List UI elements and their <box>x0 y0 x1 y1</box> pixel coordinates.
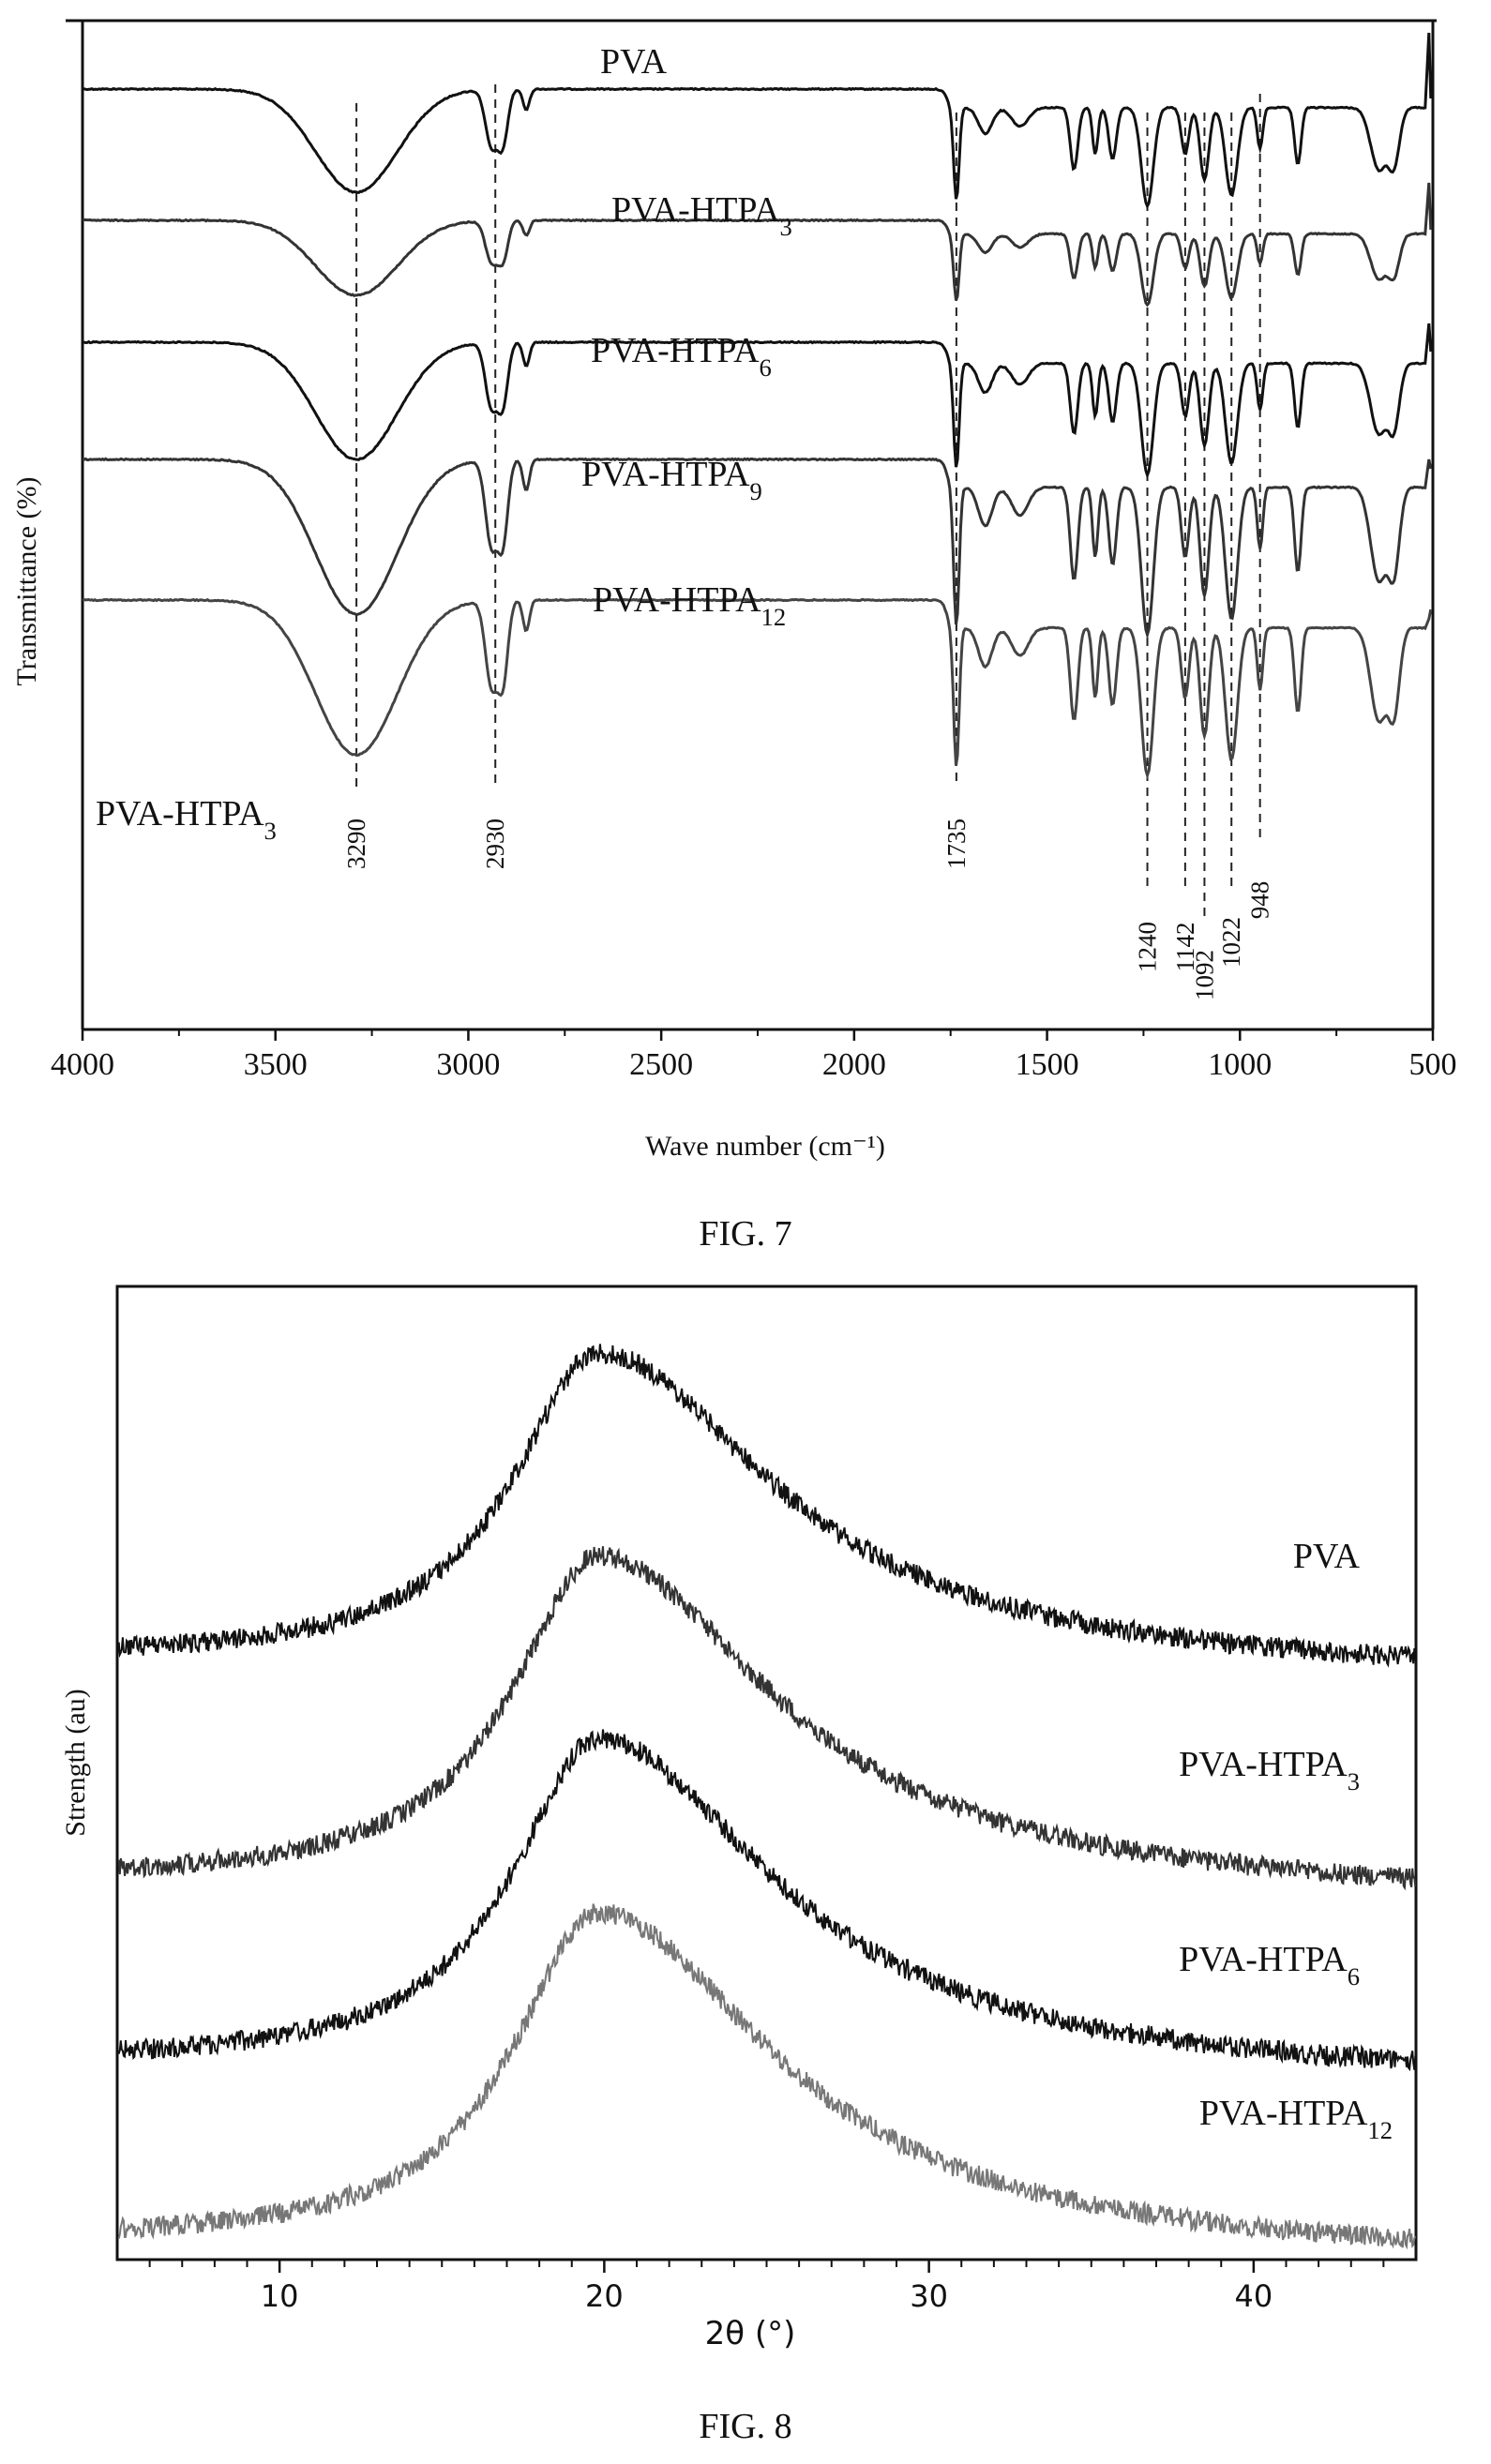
ftir-series-line <box>82 32 1433 210</box>
xrd-series-line <box>117 1729 1417 2072</box>
ftir-reference-label: 948 <box>1246 881 1274 920</box>
ftir-reference-label: 1240 <box>1134 922 1162 972</box>
ftir-x-tick-label: 2500 <box>629 1047 693 1082</box>
xrd-x-tick-label: 20 <box>585 2278 624 2314</box>
xrd-x-tick-label: 40 <box>1235 2278 1273 2314</box>
xrd-x-tick-label: 30 <box>910 2278 948 2314</box>
ftir-x-tick-label: 500 <box>1409 1047 1457 1082</box>
ftir-reference-label: 1142 <box>1171 923 1199 972</box>
xrd-x-axis-title: 2θ (°) <box>705 2315 796 2352</box>
ftir-reference-label: 1022 <box>1217 917 1245 968</box>
ftir-series-label: PVA-HTPA6 <box>591 331 772 382</box>
xrd-series-line <box>117 1903 1417 2250</box>
xrd-series-label: PVA-HTPA6 <box>1179 1940 1360 1991</box>
xrd-x-tick-label: 10 <box>261 2278 299 2314</box>
xrd-series-labels: PVA PVA-HTPA3 PVA-HTPA6 PVA-HTPA12 <box>1179 1537 1393 2144</box>
xrd-curves <box>117 1344 1417 2250</box>
xrd-axes: 10 20 30 40 <box>115 1285 1418 2314</box>
ftir-series-label: PVA-HTPA12 <box>593 580 786 631</box>
ftir-x-tick-label: 3000 <box>436 1047 500 1082</box>
xrd-y-axis-title: Strength (au) <box>60 1689 91 1836</box>
ftir-series-line <box>82 597 1433 780</box>
ftir-reference-label: 2930 <box>481 819 509 869</box>
ftir-series-line <box>82 182 1433 308</box>
ftir-series-label: PVA-HTPA9 <box>581 455 762 505</box>
ftir-x-axis-title: Wave number (cm⁻¹) <box>645 1131 885 1162</box>
ftir-caption: FIG. 7 <box>699 1214 791 1254</box>
ftir-axes: 4000 3500 3000 2500 2000 1500 1000 500 <box>51 21 1457 1082</box>
ftir-x-tick-label: 1000 <box>1208 1047 1272 1082</box>
ftir-x-tick-label: 3500 <box>244 1047 308 1082</box>
ftir-reference-label: 1092 <box>1190 950 1218 1000</box>
ftir-series-line <box>82 457 1433 640</box>
ftir-series-line <box>83 323 1433 480</box>
xrd-chart: 10 20 30 40 PVA PVA-HTPA3 PVA-HTPA6 PVA-HTPA12… <box>60 1285 1418 2446</box>
xrd-series-label: PVA-HTPA3 <box>1179 1745 1360 1795</box>
xrd-caption: FIG. 8 <box>699 2407 791 2446</box>
xrd-series-label: PVA-HTPA12 <box>1199 2094 1393 2144</box>
xrd-series-label: PVA <box>1293 1537 1361 1576</box>
xrd-series-line <box>117 1344 1417 1668</box>
ftir-x-tick-label: 1500 <box>1016 1047 1079 1082</box>
ftir-curves <box>82 32 1433 780</box>
ftir-series-labels: PVA PVA-HTPA3 PVA-HTPA6 PVA-HTPA9 PVA-HTPA12… <box>96 42 792 845</box>
xrd-series-line <box>117 1546 1417 1891</box>
ftir-x-tick-label: 2000 <box>822 1047 886 1082</box>
ftir-series-label: PVA-HTPA3 <box>611 190 792 241</box>
ftir-x-tick-label: 4000 <box>51 1047 114 1082</box>
ftir-reference-label: 3290 <box>342 819 370 869</box>
ftir-bottom-curve-label: PVA-HTPA3 <box>96 794 277 845</box>
ftir-chart: 4000 3500 3000 2500 2000 1500 1000 500 3290 2930… <box>11 19 1457 1254</box>
ftir-reference-label: 1735 <box>942 819 971 869</box>
ftir-y-axis-title: Transmittance (%) <box>11 476 42 685</box>
ftir-series-label: PVA <box>600 42 668 82</box>
